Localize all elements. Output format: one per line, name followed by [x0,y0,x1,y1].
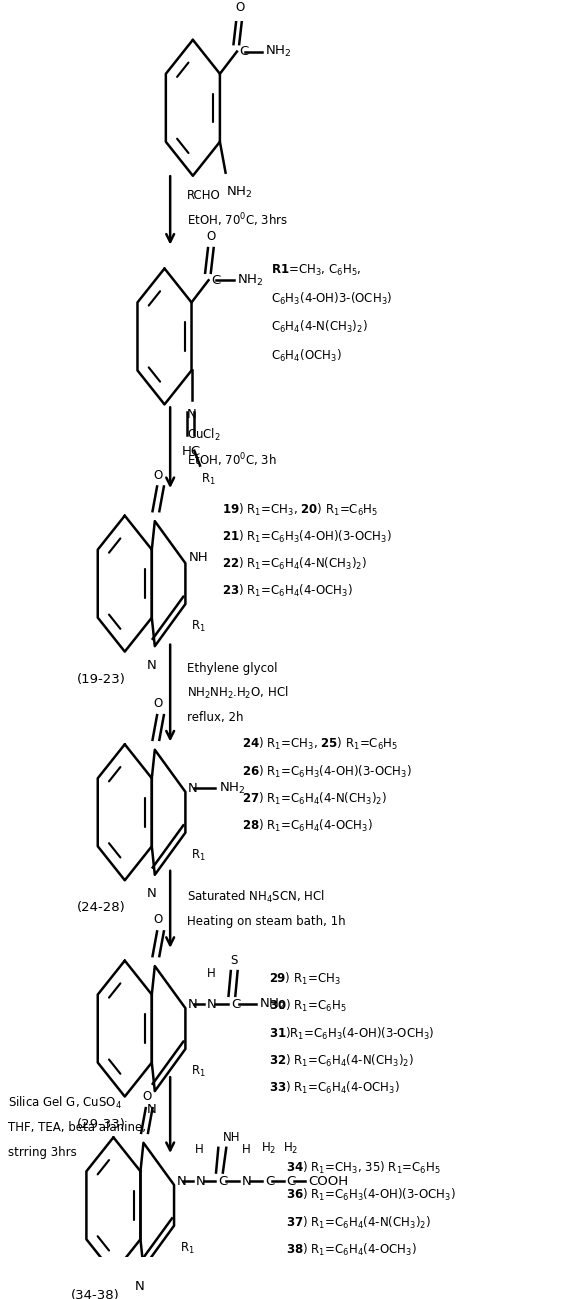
Text: reflux, 2h: reflux, 2h [187,712,244,725]
Text: $\mathbf{33}$) R$_1$=C$_6$H$_4$(4-OCH$_3$): $\mathbf{33}$) R$_1$=C$_6$H$_4$(4-OCH$_3… [269,1079,400,1096]
Text: N: N [242,1174,252,1187]
Text: C: C [211,274,220,287]
Text: C$_6$H$_3$(4-OH)3-(OCH$_3$): C$_6$H$_3$(4-OH)3-(OCH$_3$) [271,291,393,307]
Text: (19-23): (19-23) [77,673,125,686]
Text: O: O [235,1,245,14]
Text: HC: HC [181,444,201,457]
Text: $\mathbf{30}$) R$_1$=C$_6$H$_5$: $\mathbf{30}$) R$_1$=C$_6$H$_5$ [269,998,347,1015]
Text: $\mathbf{R1}$=CH$_3$, C$_6$H$_5$,: $\mathbf{R1}$=CH$_3$, C$_6$H$_5$, [271,262,362,278]
Text: NH$_2$: NH$_2$ [259,996,285,1012]
Text: $\mathbf{34}$) R$_1$=CH$_3$, 35) R$_1$=C$_6$H$_5$: $\mathbf{34}$) R$_1$=CH$_3$, 35) R$_1$=C… [286,1160,441,1177]
Text: H$_2$: H$_2$ [261,1142,277,1156]
Text: $\mathbf{24}$) R$_1$=CH$_3$, $\mathbf{25}$) R$_1$=C$_6$H$_5$: $\mathbf{24}$) R$_1$=CH$_3$, $\mathbf{25… [242,737,398,752]
Text: C: C [265,1174,274,1187]
Text: RCHO: RCHO [187,190,221,203]
Text: R$_1$: R$_1$ [191,618,206,634]
Text: THF, TEA, beta alanine,: THF, TEA, beta alanine, [9,1121,147,1134]
Text: C: C [239,45,249,58]
Text: R$_1$: R$_1$ [191,847,206,863]
Text: N: N [135,1281,145,1294]
Text: (24-28): (24-28) [77,902,125,914]
Text: EtOH, 70$^0$C, 3hrs: EtOH, 70$^0$C, 3hrs [187,212,288,229]
Text: COOH: COOH [308,1174,348,1187]
Text: NH$_2$: NH$_2$ [226,184,252,200]
Text: $\mathbf{31}$)R$_1$=C$_6$H$_3$(4-OH)(3-OCH$_3$): $\mathbf{31}$)R$_1$=C$_6$H$_3$(4-OH)(3-O… [269,1025,435,1042]
Text: O: O [154,469,163,482]
Text: N: N [207,998,217,1011]
Text: H: H [242,1143,250,1156]
Text: NH$_2$NH$_2$.H$_2$O, HCl: NH$_2$NH$_2$.H$_2$O, HCl [187,685,289,701]
Text: $\mathbf{38}$) R$_1$=C$_6$H$_4$(4-OCH$_3$): $\mathbf{38}$) R$_1$=C$_6$H$_4$(4-OCH$_3… [286,1242,417,1257]
Text: strring 3hrs: strring 3hrs [9,1146,77,1159]
Text: C: C [286,1174,296,1187]
Text: R$_1$: R$_1$ [191,1064,206,1079]
Text: (29-33): (29-33) [77,1117,125,1130]
Text: N: N [147,1103,156,1116]
Text: O: O [207,230,216,243]
Text: Saturated NH$_4$SCN, HCl: Saturated NH$_4$SCN, HCl [187,889,325,905]
Text: C$_6$H$_4$(OCH$_3$): C$_6$H$_4$(OCH$_3$) [271,348,342,364]
Text: $\mathbf{29}$) R$_1$=CH$_3$: $\mathbf{29}$) R$_1$=CH$_3$ [269,972,341,987]
Text: $\mathbf{23}$) R$_1$=C$_6$H$_4$(4-OCH$_3$): $\mathbf{23}$) R$_1$=C$_6$H$_4$(4-OCH$_3… [222,583,353,599]
Text: H$_2$: H$_2$ [282,1142,298,1156]
Text: H: H [195,1143,204,1156]
Text: C: C [231,998,240,1011]
Text: N: N [176,1174,186,1187]
Text: $\mathbf{28}$) R$_1$=C$_6$H$_4$(4-OCH$_3$): $\mathbf{28}$) R$_1$=C$_6$H$_4$(4-OCH$_3… [242,818,373,834]
Text: $\mathbf{21}$) R$_1$=C$_6$H$_3$(4-OH)(3-OCH$_3$): $\mathbf{21}$) R$_1$=C$_6$H$_3$(4-OH)(3-… [222,529,392,544]
Text: NH: NH [189,551,209,564]
Text: N: N [147,887,156,900]
Text: N: N [147,659,156,672]
Text: $\mathbf{19}$) R$_1$=CH$_3$, $\mathbf{20}$) R$_1$=C$_6$H$_5$: $\mathbf{19}$) R$_1$=CH$_3$, $\mathbf{20… [222,501,379,517]
Text: $\mathbf{27}$) R$_1$=C$_6$H$_4$(4-N(CH$_3$)$_2$): $\mathbf{27}$) R$_1$=C$_6$H$_4$(4-N(CH$_… [242,791,387,807]
Text: $\mathbf{26}$) R$_1$=C$_6$H$_3$(4-OH)(3-OCH$_3$): $\mathbf{26}$) R$_1$=C$_6$H$_3$(4-OH)(3-… [242,764,412,779]
Text: C: C [218,1174,227,1187]
Text: O: O [154,698,163,711]
Text: (34-38): (34-38) [71,1290,120,1299]
Text: N: N [188,782,198,795]
Text: NH$_2$: NH$_2$ [265,44,292,60]
Text: R$_1$: R$_1$ [180,1241,194,1256]
Text: N: N [188,998,198,1011]
Text: N: N [187,408,197,421]
Text: NH$_2$: NH$_2$ [219,781,246,796]
Text: $\mathbf{37}$) R$_1$=C$_6$H$_4$(4-N(CH$_3$)$_2$): $\mathbf{37}$) R$_1$=C$_6$H$_4$(4-N(CH$_… [286,1215,431,1230]
Text: $\mathbf{22}$) R$_1$=C$_6$H$_4$(4-N(CH$_3$)$_2$): $\mathbf{22}$) R$_1$=C$_6$H$_4$(4-N(CH$_… [222,556,367,572]
Text: Ethylene glycol: Ethylene glycol [187,661,278,674]
Text: $\mathbf{36}$) R$_1$=C$_6$H$_3$(4-OH)(3-OCH$_3$): $\mathbf{36}$) R$_1$=C$_6$H$_3$(4-OH)(3-… [286,1187,456,1203]
Text: $\mathbf{32}$) R$_1$=C$_6$H$_4$(4-N(CH$_3$)$_2$): $\mathbf{32}$) R$_1$=C$_6$H$_4$(4-N(CH$_… [269,1052,414,1069]
Text: NH$_2$: NH$_2$ [237,273,264,288]
Text: C$_6$H$_4$(4-N(CH$_3$)$_2$): C$_6$H$_4$(4-N(CH$_3$)$_2$) [271,320,368,335]
Text: H: H [206,966,215,979]
Text: R$_1$: R$_1$ [201,472,216,487]
Text: EtOH, 70$^0$C, 3h: EtOH, 70$^0$C, 3h [187,451,277,469]
Text: CuCl$_2$: CuCl$_2$ [187,427,221,443]
Text: O: O [142,1090,151,1103]
Text: Silica Gel G, CuSO$_4$: Silica Gel G, CuSO$_4$ [9,1095,122,1111]
Text: O: O [154,913,163,926]
Text: N: N [195,1174,205,1187]
Text: S: S [230,955,238,968]
Text: NH: NH [223,1131,240,1144]
Text: Heating on steam bath, 1h: Heating on steam bath, 1h [187,916,346,929]
